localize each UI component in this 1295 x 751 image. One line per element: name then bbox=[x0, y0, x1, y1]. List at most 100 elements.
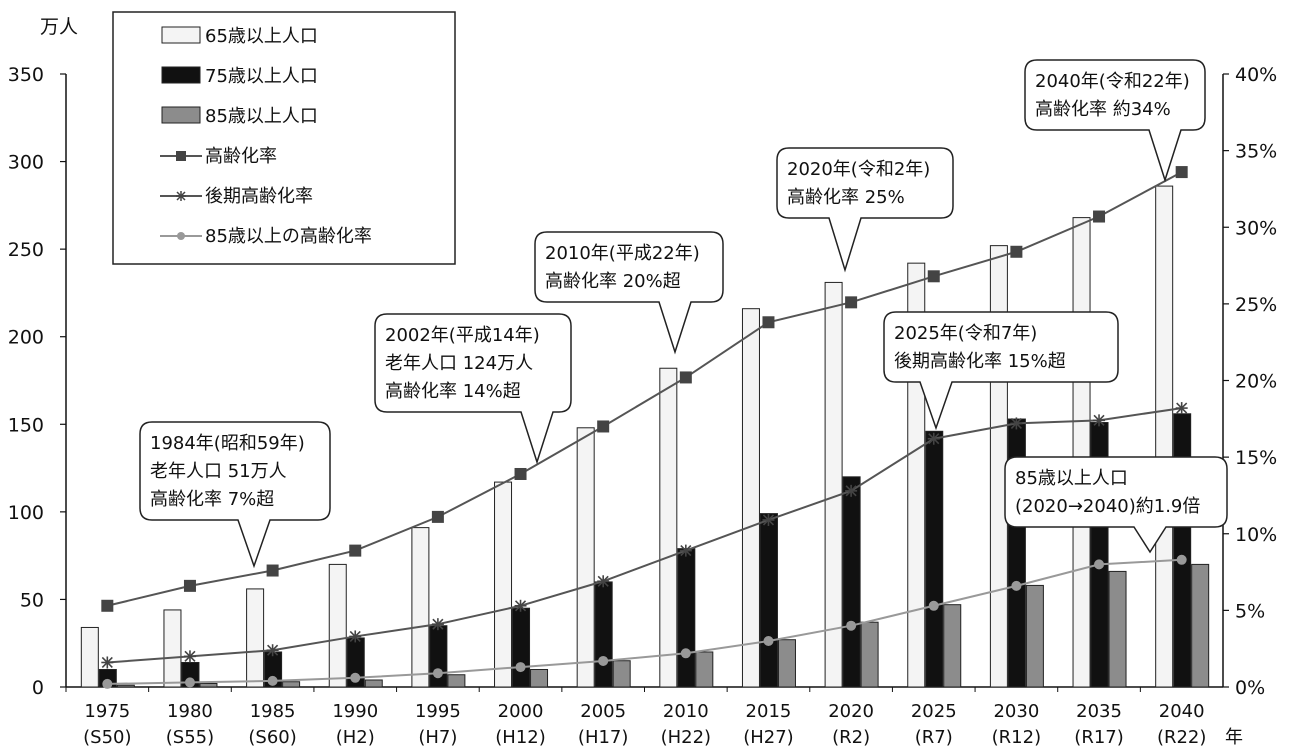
bar-2-2025 bbox=[925, 430, 944, 688]
bar-2-2010 bbox=[677, 548, 696, 688]
x-tick-year: 2025 bbox=[911, 701, 957, 722]
star-stroke bbox=[101, 656, 113, 669]
line-series-2 bbox=[107, 407, 1182, 664]
marker-3-1995 bbox=[432, 668, 443, 679]
marker-3-1990 bbox=[350, 672, 361, 683]
marker-1-2010 bbox=[679, 371, 692, 384]
callout-box bbox=[883, 311, 1119, 431]
bar-1-2015 bbox=[741, 308, 760, 688]
bar-3-1985 bbox=[282, 681, 301, 688]
legend-marker bbox=[177, 232, 185, 240]
marker-2-2020 bbox=[845, 484, 858, 497]
marker-2-2030 bbox=[1010, 417, 1023, 430]
x-tick-era: (H2) bbox=[336, 727, 375, 748]
star-stroke bbox=[762, 514, 775, 526]
bar-1-2010 bbox=[659, 367, 678, 688]
legend-label: 65歳以上人口 bbox=[205, 26, 318, 47]
marker-1-2035 bbox=[1093, 210, 1106, 223]
right-tick-label: 10% bbox=[1235, 524, 1277, 546]
bar-1-1985 bbox=[246, 588, 265, 688]
x-tick-era: (R12) bbox=[992, 727, 1041, 748]
x-tick-year: 1995 bbox=[415, 701, 461, 722]
bar-3-2025 bbox=[943, 604, 962, 688]
callout-line: 老年人口 124万人 bbox=[385, 353, 533, 374]
callout-7: 85歳以上人口 (2020→2040)約1.9倍 bbox=[1004, 456, 1228, 554]
bar-1-1975 bbox=[80, 626, 99, 688]
x-tick-era: (H22) bbox=[661, 727, 711, 748]
star-stroke bbox=[349, 630, 361, 642]
x-tick-era: (S60) bbox=[248, 727, 296, 748]
right-tick-label: 15% bbox=[1235, 447, 1277, 469]
marker-1-2015 bbox=[762, 316, 775, 329]
marker-2-1990 bbox=[349, 630, 362, 643]
marker-2-2015 bbox=[762, 513, 775, 526]
star-stroke bbox=[1176, 402, 1188, 414]
bar-1-1995 bbox=[411, 527, 430, 688]
marker-1-2025 bbox=[927, 270, 940, 283]
bar-3-2000 bbox=[530, 668, 549, 688]
marker-3-1985 bbox=[267, 675, 278, 686]
x-tick-year: 1990 bbox=[332, 701, 378, 722]
marker-2-1980 bbox=[183, 650, 196, 663]
bar-3-1990 bbox=[364, 679, 383, 688]
bar-3-2005 bbox=[612, 660, 631, 688]
callout-3: 2010年(平成22年) 高齢化率 20%超 bbox=[534, 231, 724, 355]
bar-2-2015 bbox=[759, 513, 778, 688]
marker-3-1975 bbox=[102, 678, 113, 689]
marker-3-2030 bbox=[1011, 580, 1022, 591]
x-tick-year: 2000 bbox=[498, 701, 544, 722]
callout-line: 老年人口 51万人 bbox=[150, 461, 287, 482]
marker-2-2010 bbox=[679, 544, 692, 557]
legend-label: 85歳以上の高齢化率 bbox=[205, 226, 372, 247]
callout-line: 高齢化率 25% bbox=[787, 187, 905, 208]
x-tick-era: (S50) bbox=[83, 727, 131, 748]
x-tick-year: 2030 bbox=[993, 701, 1039, 722]
marker-3-1980 bbox=[184, 677, 195, 688]
marker-1-2030 bbox=[1010, 245, 1023, 258]
marker-3-2025 bbox=[928, 600, 939, 611]
star-stroke bbox=[514, 600, 527, 612]
right-tick-label: 30% bbox=[1235, 217, 1277, 239]
x-tick-year: 1985 bbox=[250, 701, 296, 722]
marker-1-1975 bbox=[101, 599, 114, 612]
bar-3-2015 bbox=[777, 639, 796, 688]
bar-3-2035 bbox=[1108, 570, 1127, 688]
x-tick-era: (R2) bbox=[832, 727, 870, 748]
right-tick-label: 0% bbox=[1235, 677, 1265, 699]
bar-3-2030 bbox=[1025, 584, 1044, 688]
legend-swatch-1 bbox=[161, 26, 201, 44]
left-tick-label: 0 bbox=[32, 677, 44, 699]
bar-2-2005 bbox=[594, 581, 613, 688]
callout-line: 2040年(令和22年) bbox=[1035, 71, 1190, 92]
x-tick-era: (S55) bbox=[166, 727, 214, 748]
star-stroke bbox=[176, 191, 186, 201]
callout-line: 後期高齢化率 15%超 bbox=[894, 351, 1066, 372]
callout-box bbox=[1024, 59, 1206, 183]
left-tick-label: 350 bbox=[8, 64, 44, 86]
callout-line: (2020→2040)約1.9倍 bbox=[1015, 496, 1200, 517]
marker-3-2010 bbox=[680, 648, 691, 659]
marker-3-2020 bbox=[846, 620, 857, 631]
bar-1-2020 bbox=[824, 281, 843, 688]
marker-1-1990 bbox=[349, 544, 362, 557]
callout-line: 2002年(平成14年) bbox=[385, 325, 540, 346]
x-tick-year: 1975 bbox=[84, 701, 130, 722]
callout-5: 2025年(令和7年) 後期高齢化率 15%超 bbox=[883, 311, 1119, 431]
marker-2-2040 bbox=[1175, 402, 1188, 415]
right-tick-label: 35% bbox=[1235, 141, 1277, 163]
right-tick-label: 5% bbox=[1235, 600, 1265, 622]
bar-1-1990 bbox=[328, 563, 347, 688]
x-tick-era: (R22) bbox=[1157, 727, 1206, 748]
x-tick-era: (R17) bbox=[1074, 727, 1123, 748]
callout-line: 2020年(令和2年) bbox=[787, 159, 930, 180]
x-tick-era: (H7) bbox=[418, 727, 457, 748]
bar-2-2000 bbox=[512, 607, 531, 688]
legend-swatch-3 bbox=[161, 106, 201, 124]
line-series-3 bbox=[107, 558, 1182, 685]
bar-3-1995 bbox=[447, 674, 466, 688]
star-stroke bbox=[267, 644, 279, 656]
right-tick-label: 20% bbox=[1235, 371, 1277, 393]
x-tick-year: 2010 bbox=[663, 701, 709, 722]
